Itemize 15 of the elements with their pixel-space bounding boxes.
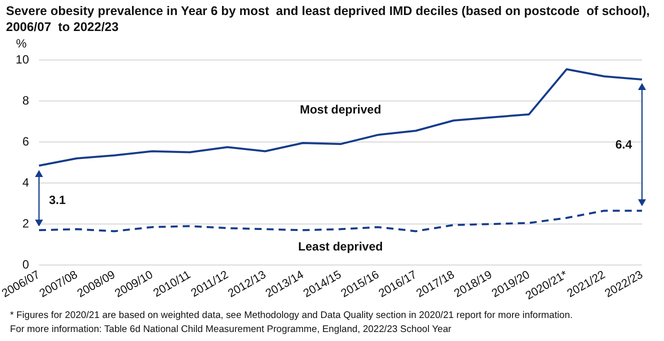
annotation: 6.4 xyxy=(615,137,632,152)
y-tick-label: 0 xyxy=(22,257,30,272)
text: * Figures for 2020/21 are based on weighted data, see Methodology and Data Quality section in 2020/21 report for more information. xyxy=(10,309,573,323)
annotation: 3.1 xyxy=(49,193,66,208)
y-tick-label: 10 xyxy=(16,52,30,66)
y-tick-label: 8 xyxy=(22,93,30,108)
series-label: Most deprived xyxy=(300,102,382,116)
y-tick-label: 4 xyxy=(22,175,30,190)
text: For more information: Table 6d National Child Measurement Programme, England, 2022/23 School Year xyxy=(10,323,452,337)
y-tick-label: 6 xyxy=(22,134,30,148)
y-tick-label: 2 xyxy=(22,216,30,230)
y-axis-title: % xyxy=(16,36,27,50)
chart-title: Severe obesity prevalence in Year 6 by most and least deprived IMD deciles (based on postcode of school), 2006/07 to 2022/23 xyxy=(6,3,651,35)
series-label: Least deprived xyxy=(298,239,383,254)
line-series xyxy=(38,210,643,232)
